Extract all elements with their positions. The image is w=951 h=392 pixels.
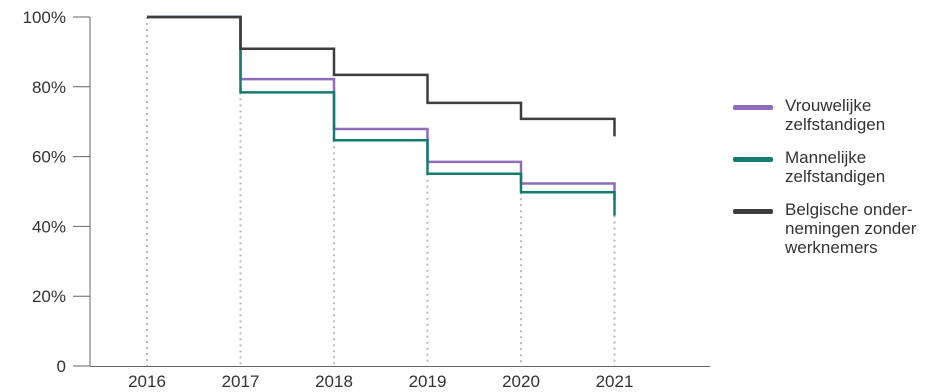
x-tick-label: 2017: [222, 372, 260, 391]
legend: Vrouwelijke zelfstandigen Mannelijke zel…: [733, 96, 948, 257]
chart-series: [147, 15, 616, 216]
x-tick-label: 2016: [128, 372, 166, 391]
legend-swatch: [733, 157, 773, 162]
legend-swatch: [733, 209, 773, 214]
legend-label: Vrouwelijke zelfstandigen: [785, 96, 886, 134]
y-tick-label: 40%: [32, 217, 66, 236]
legend-swatch: [733, 105, 773, 110]
x-tick-label: 2019: [409, 372, 447, 391]
chart-guides: [146, 17, 616, 366]
y-tick-label: 0: [57, 357, 66, 376]
chart-tick-labels: 0 20% 40% 60% 80% 100% 2016 2017 2018 2019 2020 202…: [23, 8, 634, 391]
x-tick-label: 2020: [502, 372, 540, 391]
series-line-1: [147, 15, 616, 216]
y-tick-label: 20%: [32, 287, 66, 306]
chart-axes: [73, 16, 710, 367]
y-tick-label: 80%: [32, 78, 66, 97]
legend-item-belgische: Belgische onder-nemingen zonder werkneme…: [733, 200, 948, 257]
y-tick-label: 100%: [23, 8, 66, 27]
series-line-0: [147, 15, 616, 201]
y-tick-label: 60%: [32, 148, 66, 167]
x-tick-label: 2018: [315, 372, 353, 391]
series-line-2: [147, 15, 616, 137]
legend-label: Mannelijke zelfstandigen: [785, 148, 886, 186]
legend-item-mannelijke: Mannelijke zelfstandigen: [733, 148, 948, 186]
x-tick-label: 2021: [596, 372, 634, 391]
legend-label: Belgische onder-nemingen zonder werkneme…: [785, 200, 917, 257]
legend-item-vrouwelijke: Vrouwelijke zelfstandigen: [733, 96, 948, 134]
